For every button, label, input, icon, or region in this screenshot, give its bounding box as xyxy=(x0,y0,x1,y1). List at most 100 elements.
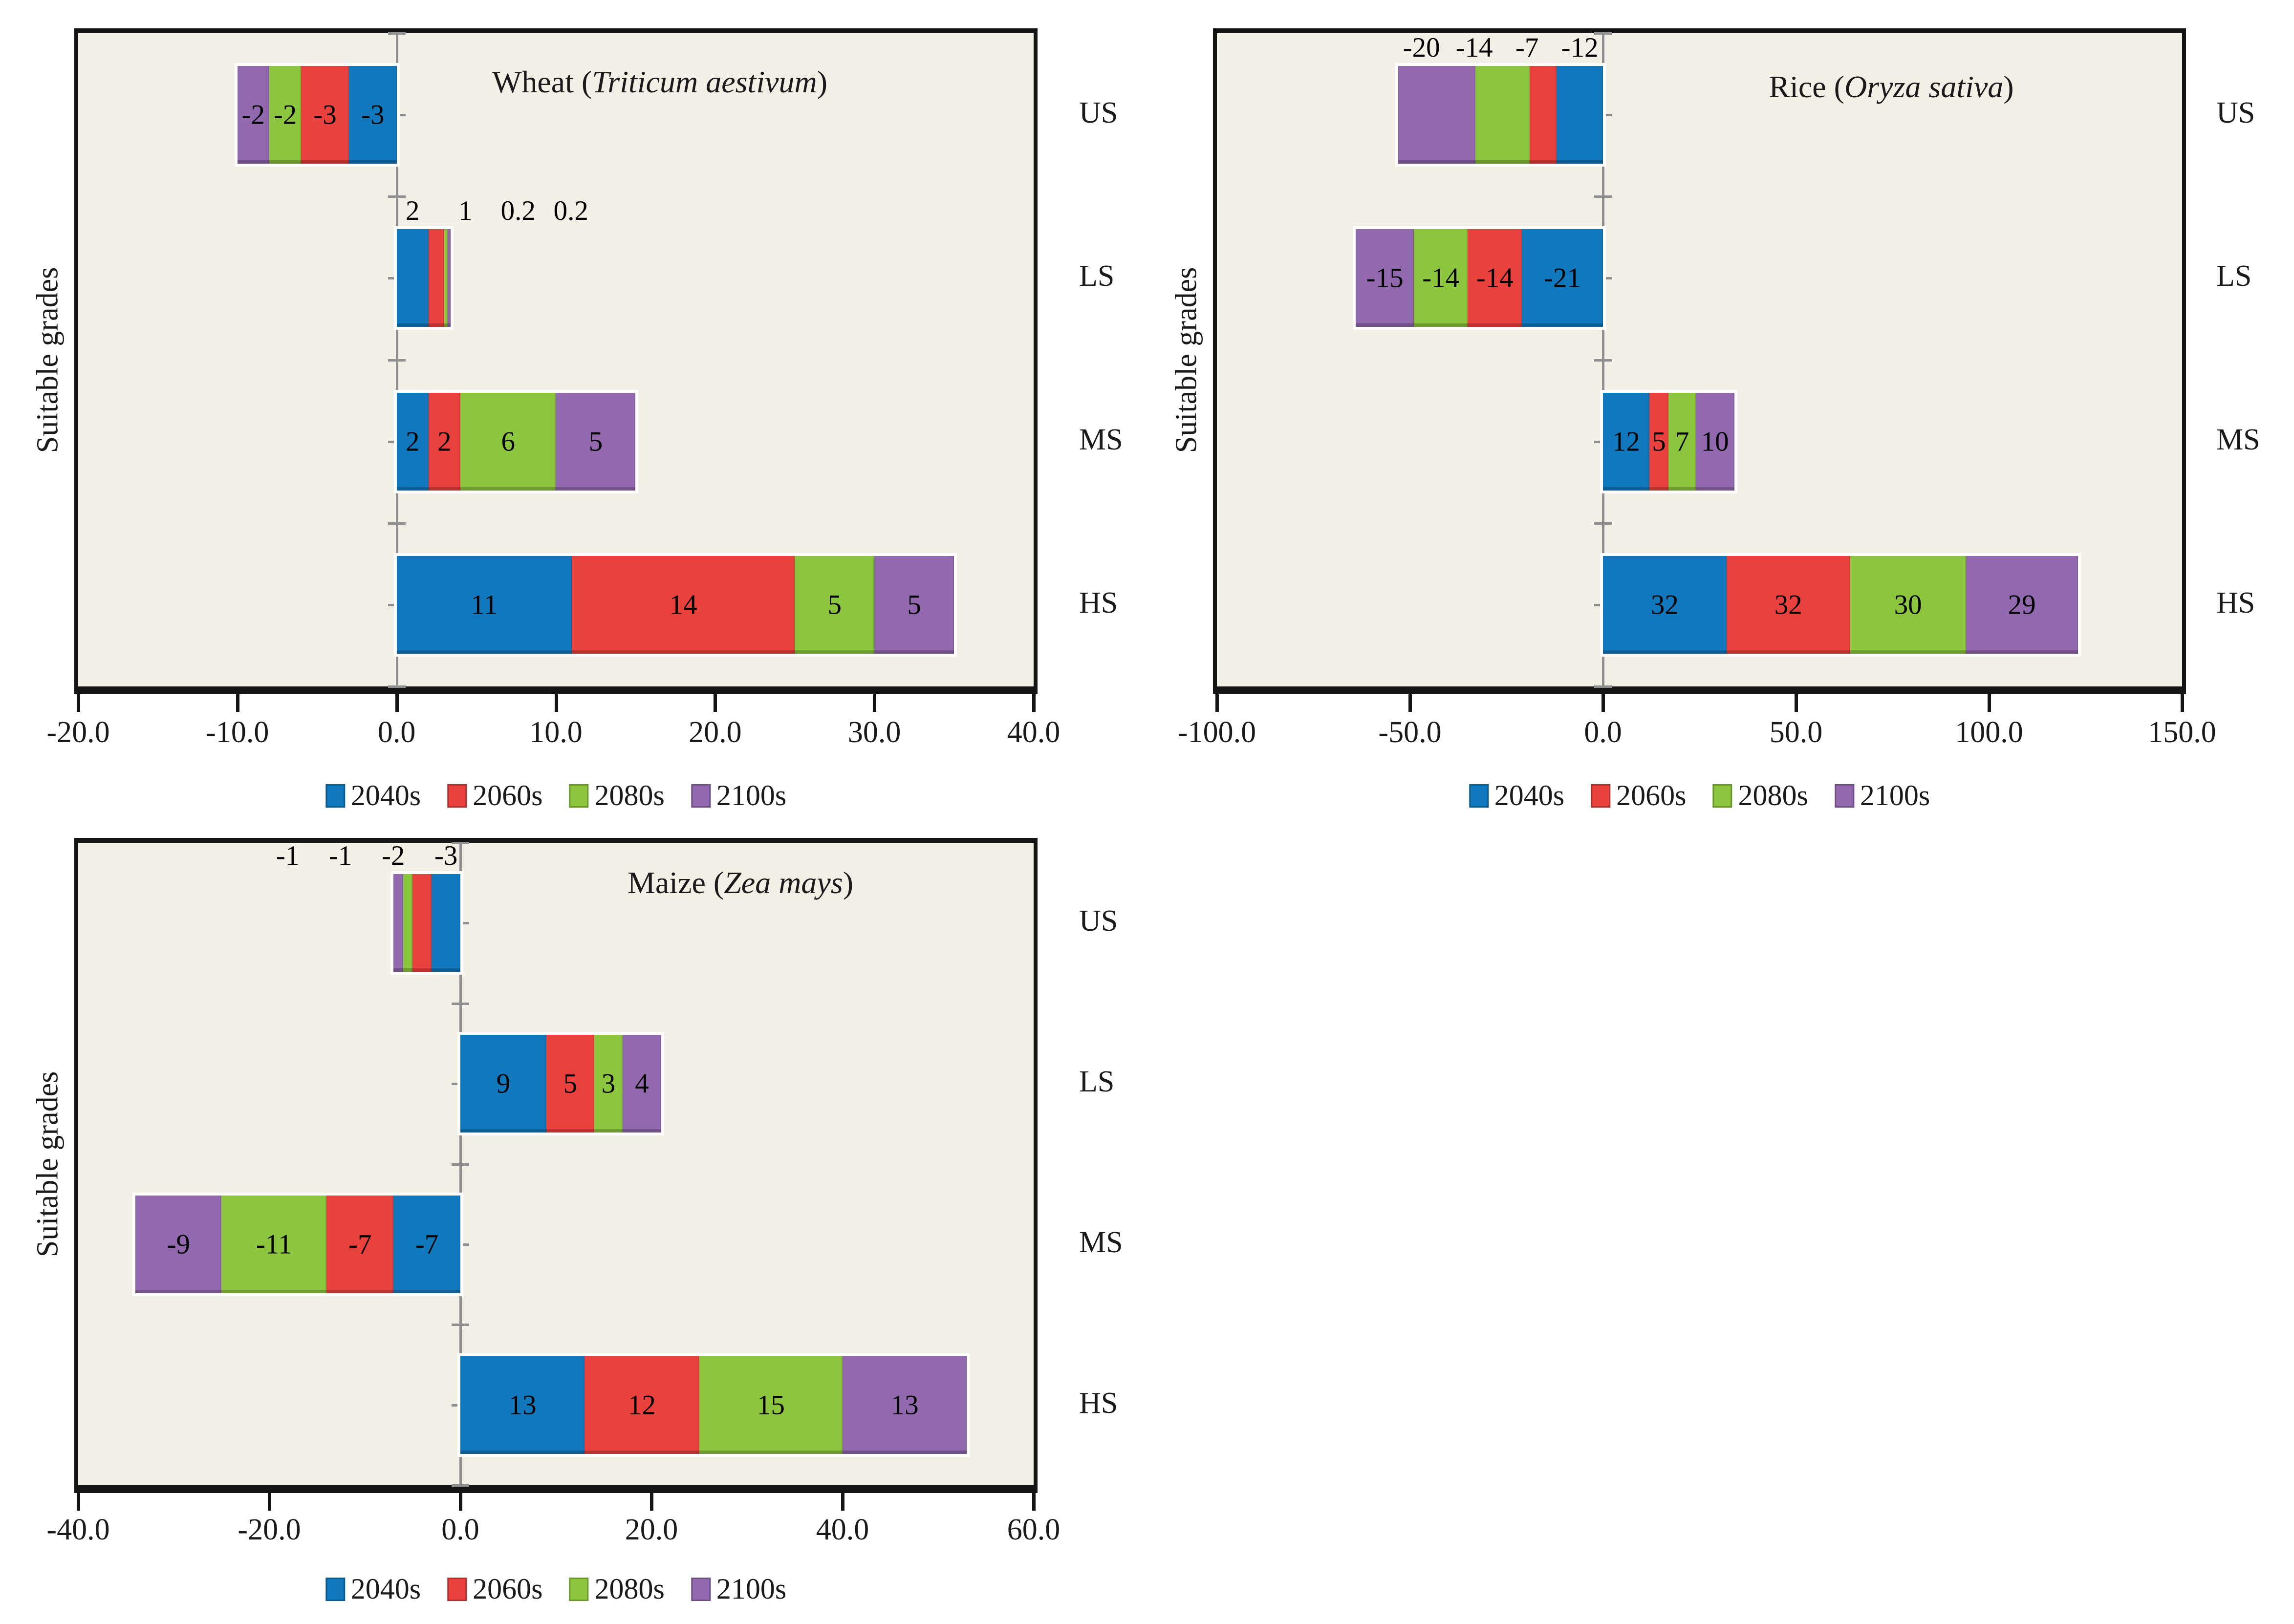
x-tick-label: 40.0 xyxy=(816,1513,869,1546)
category-axis-tick xyxy=(388,522,406,525)
legend-label: 2060s xyxy=(473,1573,543,1605)
bar-segment-2100s xyxy=(1356,229,1414,327)
legend-item-2100s: 2100s xyxy=(1834,779,1930,812)
bar-segment-2080s xyxy=(444,229,448,327)
legend-label: 2040s xyxy=(350,1573,421,1605)
chart-title-rice: Rice (Oryza sativa) xyxy=(1769,69,2013,105)
legend-rice: 2040s 2060s 2080s 2100s xyxy=(1456,779,1943,812)
legend-key-2080s xyxy=(569,1577,589,1601)
x-tick-label: 20.0 xyxy=(625,1513,678,1546)
data-label: 32 xyxy=(1650,589,1679,620)
x-axis-tick xyxy=(77,1493,80,1511)
data-label: -21 xyxy=(1544,262,1581,294)
legend-item-2100s: 2100s xyxy=(691,779,786,812)
category-label-LS: LS xyxy=(1079,259,1115,293)
legend-key-2100s xyxy=(691,784,711,808)
legend-key-2100s xyxy=(1834,784,1854,808)
bar-rice-US xyxy=(1398,66,1603,164)
x-axis-tick xyxy=(459,1493,462,1511)
bar-segment-2040s xyxy=(348,66,397,164)
category-label-HS: HS xyxy=(2216,586,2255,620)
category-axis-tick xyxy=(1594,522,1612,525)
bar-segment-2080s xyxy=(1413,229,1468,327)
bar-segment-2100s xyxy=(556,392,636,491)
category-label-MS: MS xyxy=(1079,423,1123,456)
data-label: -3 xyxy=(313,99,337,130)
bar-segment-2060s xyxy=(412,874,432,972)
bar-segment-2100s xyxy=(135,1195,222,1293)
data-label: 12 xyxy=(1612,426,1640,457)
bar-segment-2060s xyxy=(1468,229,1522,327)
category-label-US: US xyxy=(1079,96,1118,130)
legend-label: 2100s xyxy=(1860,779,1930,812)
chart-title-text: Maize ( xyxy=(627,865,724,900)
data-label: 3 xyxy=(601,1068,616,1099)
category-axis-tick xyxy=(1594,114,1612,117)
data-label: -11 xyxy=(256,1229,292,1260)
bar-maize-LS xyxy=(460,1035,661,1133)
legend-maize: 2040s 2060s 2080s 2100s xyxy=(312,1572,800,1606)
data-label: 5 xyxy=(588,426,603,457)
data-label-above: -20 xyxy=(1403,32,1440,64)
bar-segment-2100s xyxy=(874,556,954,654)
y-axis-label-maize: Suitable grades xyxy=(31,1071,65,1257)
category-axis-tick xyxy=(452,922,469,925)
bar-segment-2040s xyxy=(432,874,460,972)
bar-segment-2040s xyxy=(396,392,429,491)
data-label: 2 xyxy=(437,426,452,457)
category-axis-tick xyxy=(1594,685,1612,688)
data-label: 7 xyxy=(1675,426,1689,457)
x-tick-label: 10.0 xyxy=(529,716,583,749)
data-label: -14 xyxy=(1422,262,1460,294)
bar-wheat-US xyxy=(237,66,397,164)
bar-segment-2100s xyxy=(1966,556,2078,654)
legend-item-2040s: 2040s xyxy=(325,1572,421,1606)
bar-segment-2040s xyxy=(460,1035,546,1133)
data-label: -7 xyxy=(348,1229,372,1260)
legend-key-2100s xyxy=(691,1577,711,1601)
bar-segment-2100s xyxy=(393,874,403,972)
data-label: 9 xyxy=(496,1068,511,1099)
bar-segment-2100s xyxy=(237,66,269,164)
x-tick-label: 30.0 xyxy=(847,716,901,749)
category-label-HS: HS xyxy=(1079,586,1118,620)
bar-maize-US xyxy=(393,874,460,972)
category-axis-tick xyxy=(452,1324,469,1326)
category-axis-tick xyxy=(1594,277,1612,280)
legend-key-2060s xyxy=(447,784,467,808)
category-axis-tick xyxy=(388,32,406,35)
x-axis-tick xyxy=(395,694,399,712)
data-label: 4 xyxy=(635,1068,649,1099)
legend-item-2040s: 2040s xyxy=(325,779,421,812)
category-axis-tick xyxy=(1594,32,1612,35)
x-axis-tick xyxy=(1032,1493,1036,1511)
data-label: 6 xyxy=(501,426,516,457)
data-label-above: -12 xyxy=(1561,32,1599,64)
legend-key-2040s xyxy=(325,1577,345,1601)
legend-item-2080s: 2080s xyxy=(569,779,665,812)
chart-title-close: ) xyxy=(843,865,854,900)
chart-title-maize: Maize (Zea mays) xyxy=(628,865,853,901)
bar-rice-HS xyxy=(1603,556,2078,654)
chart-title-wheat: Wheat (Triticum aestivum) xyxy=(492,64,827,100)
x-tick-label: 50.0 xyxy=(1769,716,1823,749)
x-axis-tick xyxy=(1215,694,1219,712)
data-label: 30 xyxy=(1894,589,1922,620)
category-axis-tick xyxy=(452,1002,469,1005)
category-axis-tick xyxy=(388,195,406,198)
bar-segment-2080s xyxy=(699,1356,843,1454)
x-axis-tick xyxy=(268,1493,271,1511)
x-axis-tick xyxy=(650,1493,653,1511)
data-label-above: -7 xyxy=(1515,32,1539,64)
legend-key-2080s xyxy=(569,784,589,808)
legend-item-2080s: 2080s xyxy=(569,1572,665,1606)
bar-segment-2040s xyxy=(396,229,429,327)
bar-segment-2080s xyxy=(594,1035,623,1133)
data-label: 14 xyxy=(669,589,697,620)
legend-item-2080s: 2080s xyxy=(1712,779,1808,812)
bar-segment-2060s xyxy=(428,229,445,327)
bar-segment-2060s xyxy=(584,1356,699,1454)
category-label-LS: LS xyxy=(2216,259,2252,293)
bar-segment-2080s xyxy=(1475,66,1530,164)
